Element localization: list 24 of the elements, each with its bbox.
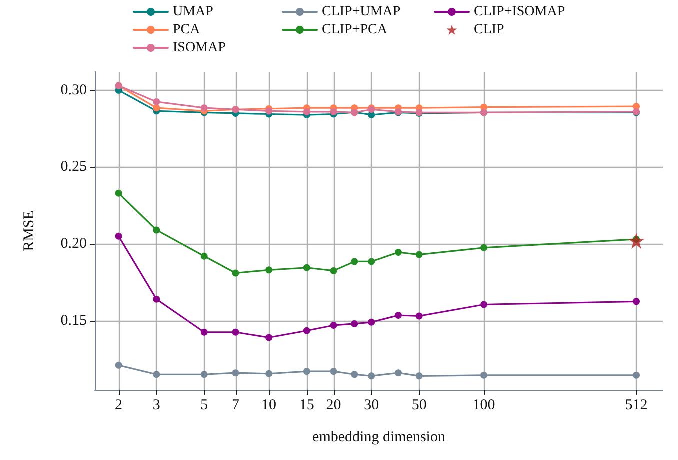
x-tick-label: 10 — [262, 398, 277, 414]
x-tick-label: 20 — [326, 398, 342, 414]
y-tick-label: 0.20 — [60, 236, 87, 252]
x-tick-label: 3 — [152, 398, 160, 414]
x-tick-label: 512 — [625, 398, 648, 414]
y-tick-label: 0.30 — [60, 82, 87, 98]
legend-label: PCA — [173, 22, 202, 38]
x-tick-label: 5 — [200, 398, 208, 414]
y-tick-label: 0.25 — [60, 159, 87, 176]
x-tick-label: 2 — [115, 398, 123, 414]
x-tick-label: 7 — [232, 398, 240, 414]
legend-label: CLIP+PCA — [322, 22, 388, 38]
legend-label: UMAP — [173, 4, 214, 20]
y-tick-label: 0.15 — [60, 312, 87, 329]
x-tick-label: 100 — [472, 398, 496, 414]
y-axis-title: RMSE — [22, 210, 38, 252]
legend-label: CLIP — [474, 22, 505, 38]
legend-label: ISOMAP — [173, 40, 226, 56]
x-tick-label: 30 — [364, 398, 380, 414]
legend-label: CLIP+ISOMAP — [474, 4, 566, 20]
x-tick-label: 50 — [412, 398, 427, 414]
x-tick-label: 15 — [299, 398, 314, 414]
x-axis-title: embedding dimension — [312, 430, 446, 446]
legend-label: CLIP+UMAP — [322, 4, 401, 20]
